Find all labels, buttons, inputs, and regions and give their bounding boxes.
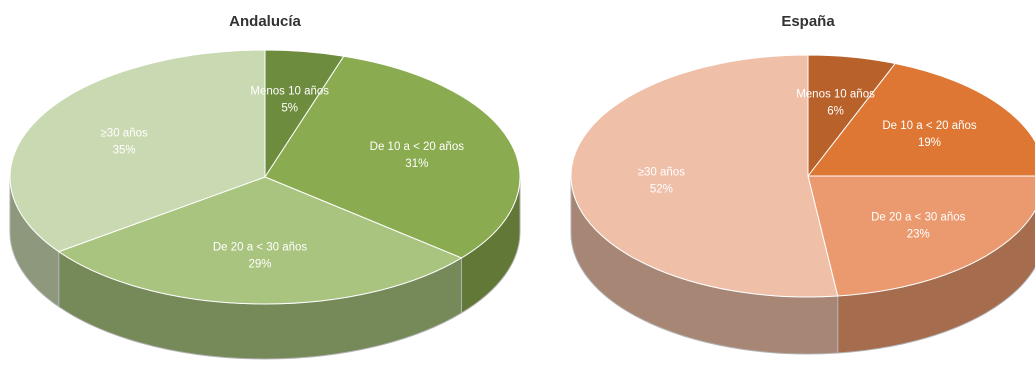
slice bbox=[264, 55, 521, 259]
slice-value-label: 5% bbox=[281, 102, 298, 114]
slice-label: ≥30 años bbox=[638, 167, 685, 179]
slice-value-label: 31% bbox=[405, 158, 428, 170]
slice-value-label: 29% bbox=[249, 259, 272, 271]
slice bbox=[807, 175, 1035, 297]
slice-value-label: 23% bbox=[907, 229, 930, 241]
chart-title: España bbox=[781, 13, 835, 30]
slice bbox=[57, 176, 463, 305]
slice-value-label: 52% bbox=[650, 184, 673, 196]
slice-value-label: 6% bbox=[827, 105, 844, 117]
slice bbox=[570, 54, 839, 298]
slice-label: De 20 a < 30 años bbox=[871, 212, 966, 224]
slice-label: De 10 a < 20 años bbox=[370, 141, 465, 153]
slice bbox=[9, 49, 266, 253]
slice-label: ≥30 años bbox=[101, 127, 148, 139]
slice bbox=[806, 62, 1035, 177]
slice-label: De 10 a < 20 años bbox=[882, 120, 977, 132]
chart-title: Andalucía bbox=[229, 13, 301, 30]
slice-label: Menos 10 años bbox=[250, 85, 329, 97]
slice-value-label: 19% bbox=[918, 137, 941, 149]
slice-label: Menos 10 años bbox=[796, 88, 875, 100]
slice-value-label: 35% bbox=[113, 144, 136, 156]
slice-label: De 20 a < 30 años bbox=[213, 242, 308, 254]
